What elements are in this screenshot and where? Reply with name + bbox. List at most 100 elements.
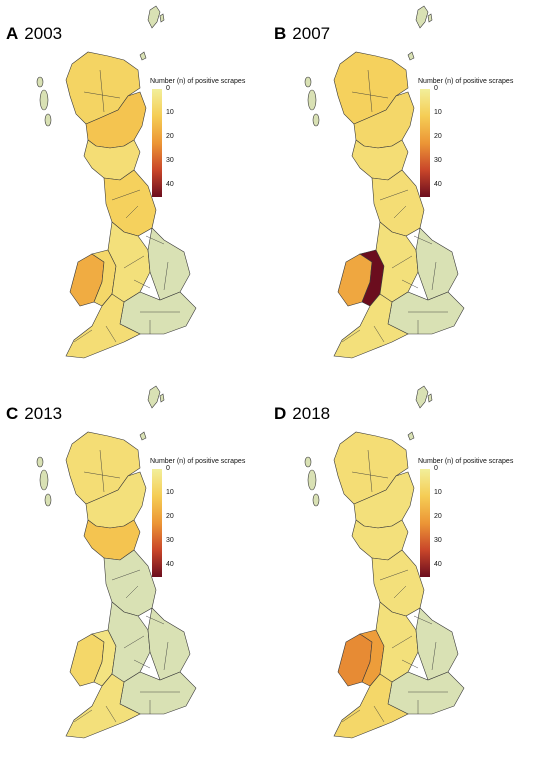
legend-title: Number (n) of positive scrapes: [418, 78, 514, 85]
legend-tick-label: 0: [434, 85, 438, 92]
region-islands: [427, 393, 433, 403]
region-islands: [427, 13, 433, 23]
legend-color-bar: [420, 469, 430, 577]
district-border: [133, 279, 151, 289]
legend-title: Number (n) of positive scrapes: [150, 78, 246, 85]
district-border: [73, 329, 93, 343]
district-border: [73, 709, 93, 723]
uk-map: [304, 385, 465, 739]
legend-tick-label: 0: [434, 465, 438, 472]
panel-label: C 2013: [6, 404, 63, 423]
district-border: [393, 205, 407, 219]
legend-tick-label: 0: [166, 465, 170, 472]
district-border: [83, 471, 121, 479]
region-midlands: [107, 221, 151, 303]
district-border: [123, 255, 145, 269]
island: [44, 113, 52, 127]
region-s-scotland: [351, 519, 409, 561]
panel-d: D 2018 Number (n) of positive scrapes 0 10 2…: [268, 380, 536, 760]
legend-color-bar: [420, 89, 430, 197]
region-islands: [407, 431, 415, 441]
region-e-england: [147, 227, 191, 301]
region-midlands: [375, 221, 419, 303]
region-islands: [139, 51, 147, 61]
region-s-scotland: [83, 519, 141, 561]
legend-tick-label: 30: [434, 157, 442, 164]
legend-color-bar: [152, 469, 162, 577]
district-border: [431, 261, 437, 291]
region-islands: [147, 385, 161, 409]
region-islands: [415, 385, 429, 409]
island: [44, 493, 52, 507]
region-se-england: [119, 291, 197, 335]
district-border: [413, 615, 433, 625]
region-islands: [159, 393, 165, 403]
legend-tick-label: 20: [166, 513, 174, 520]
island: [307, 469, 317, 491]
legend-tick-label: 30: [434, 537, 442, 544]
district-border: [373, 325, 385, 343]
legend-tick-label: 0: [166, 85, 170, 92]
region-e-england: [415, 607, 459, 681]
uk-map: [36, 5, 197, 359]
district-border: [351, 91, 389, 99]
district-border: [401, 659, 419, 669]
legend-tick-label: 10: [434, 109, 442, 116]
uk-map: [304, 5, 465, 359]
region-sw-england: [333, 673, 409, 739]
district-border: [341, 709, 361, 723]
district-border: [373, 705, 385, 723]
region-se-england: [387, 671, 465, 715]
legend-tick-label: 30: [166, 537, 174, 544]
legend-tick-label: 10: [434, 489, 442, 496]
district-border: [379, 189, 409, 201]
legend-tick-label: 40: [166, 561, 174, 568]
legend-title: Number (n) of positive scrapes: [150, 458, 246, 465]
region-midlands: [107, 601, 151, 683]
district-border: [105, 325, 117, 343]
district-border: [163, 261, 169, 291]
district-border: [351, 471, 389, 479]
island: [39, 469, 49, 491]
district-border: [145, 235, 165, 245]
island: [312, 113, 320, 127]
district-border: [133, 659, 151, 669]
legend-title: Number (n) of positive scrapes: [418, 458, 514, 465]
district-border: [163, 641, 169, 671]
district-border: [145, 615, 165, 625]
legend-tick-label: 20: [166, 133, 174, 140]
region-sw-england: [65, 673, 141, 739]
legend-tick-label: 30: [166, 157, 174, 164]
legend-tick-label: 40: [166, 181, 174, 188]
panel-c: C 2013 Number (n) of positive scrapes 0 10 2…: [0, 380, 268, 760]
uk-map: [36, 385, 197, 739]
island: [304, 456, 312, 468]
district-border: [105, 705, 117, 723]
district-border: [413, 235, 433, 245]
district-border: [401, 279, 419, 289]
region-islands: [415, 5, 429, 29]
panel-label: B 2007: [274, 24, 331, 43]
legend-tick-label: 20: [434, 513, 442, 520]
district-border: [391, 635, 413, 649]
island: [36, 456, 44, 468]
district-border: [99, 449, 105, 493]
region-se-england: [387, 291, 465, 335]
region-s-scotland: [351, 139, 409, 181]
region-sw-england: [333, 293, 409, 359]
panel-label: A 2003: [6, 24, 63, 43]
district-border: [367, 449, 373, 493]
legend-tick-label: 40: [434, 561, 442, 568]
island: [312, 493, 320, 507]
region-islands: [147, 5, 161, 29]
legend-tick-label: 10: [166, 109, 174, 116]
region-s-scotland: [83, 139, 141, 181]
panel-b: B 2007 Number (n) of positive scrapes 0 10 2…: [268, 0, 536, 380]
region-e-england: [147, 607, 191, 681]
district-border: [367, 69, 373, 113]
legend-color-bar: [152, 89, 162, 197]
region-e-england: [415, 227, 459, 301]
region-sw-england: [65, 293, 141, 359]
district-border: [99, 69, 105, 113]
legend-tick-label: 20: [434, 133, 442, 140]
